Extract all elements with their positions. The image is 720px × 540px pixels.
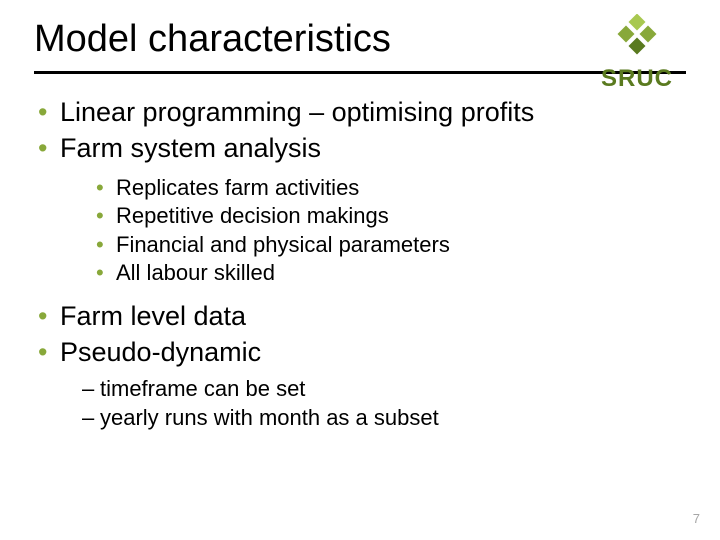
bullet-text: Financial and physical parameters xyxy=(116,232,450,257)
bullet-text: Pseudo-dynamic xyxy=(60,337,261,367)
list-item: Pseudo-dynamic timeframe can be set year… xyxy=(34,336,686,433)
list-item: All labour skilled xyxy=(60,259,686,288)
header: Model characteristics SRUC xyxy=(34,18,686,74)
list-item: Repetitive decision makings xyxy=(60,202,686,231)
bullet-text: Linear programming – optimising profits xyxy=(60,97,534,127)
sruc-logo: SRUC xyxy=(582,14,692,93)
bullet-text: Replicates farm activities xyxy=(116,175,359,200)
bullet-text: yearly runs with month as a subset xyxy=(100,405,439,430)
slide: Model characteristics SRUC Linear progra… xyxy=(0,0,720,540)
bullet-list-level3: timeframe can be set yearly runs with mo… xyxy=(60,375,686,432)
logo-text: SRUC xyxy=(582,65,692,93)
list-item: Replicates farm activities xyxy=(60,174,686,203)
list-item: Linear programming – optimising profits xyxy=(34,96,686,130)
diamond-logo-icon xyxy=(607,14,667,58)
content: Linear programming – optimising profits … xyxy=(34,96,686,433)
list-item: yearly runs with month as a subset xyxy=(60,404,686,433)
bullet-text: Farm level data xyxy=(60,301,246,331)
list-item: Farm level data xyxy=(34,300,686,334)
page-number: 7 xyxy=(693,511,700,526)
bullet-text: timeframe can be set xyxy=(100,376,305,401)
list-item: Financial and physical parameters xyxy=(60,231,686,260)
bullet-text: All labour skilled xyxy=(116,260,275,285)
list-item: Farm system analysis Replicates farm act… xyxy=(34,132,686,288)
bullet-list-level2: Replicates farm activities Repetitive de… xyxy=(60,174,686,288)
bullet-text: Farm system analysis xyxy=(60,133,321,163)
list-item: timeframe can be set xyxy=(60,375,686,404)
bullet-text: Repetitive decision makings xyxy=(116,203,389,228)
bullet-list-level1: Linear programming – optimising profits … xyxy=(34,96,686,433)
